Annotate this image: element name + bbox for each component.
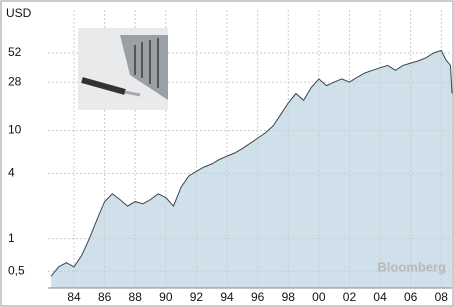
- x-tick-label: 08: [435, 290, 449, 304]
- x-tick-label: 92: [190, 290, 204, 304]
- x-tick-label: 94: [220, 290, 234, 304]
- y-tick-label: 1: [8, 231, 15, 245]
- x-tick-label: 04: [373, 290, 387, 304]
- x-tick-label: 84: [67, 290, 81, 304]
- x-tick-label: 88: [129, 290, 143, 304]
- watermark: Bloomberg: [377, 259, 446, 274]
- y-tick-label: 0,5: [8, 263, 25, 277]
- x-tick-label: 96: [251, 290, 265, 304]
- x-tick-label: 86: [98, 290, 112, 304]
- y-tick-label: 28: [8, 74, 22, 88]
- x-tick-label: 00: [312, 290, 326, 304]
- y-tick-label: 4: [8, 166, 15, 180]
- y-axis-label: USD: [6, 6, 32, 20]
- x-tick-label: 98: [282, 290, 296, 304]
- chart: USD 0,5 1 4 10 28 52 84 86 88 90 92 94 96 98 00 02 04 06 0…: [0, 0, 454, 307]
- y-tick-label: 52: [8, 45, 22, 59]
- x-tick-label: 90: [159, 290, 173, 304]
- x-tick-label: 02: [343, 290, 357, 304]
- x-tick-label: 06: [404, 290, 418, 304]
- illustration: [78, 28, 168, 110]
- y-tick-label: 10: [8, 123, 22, 137]
